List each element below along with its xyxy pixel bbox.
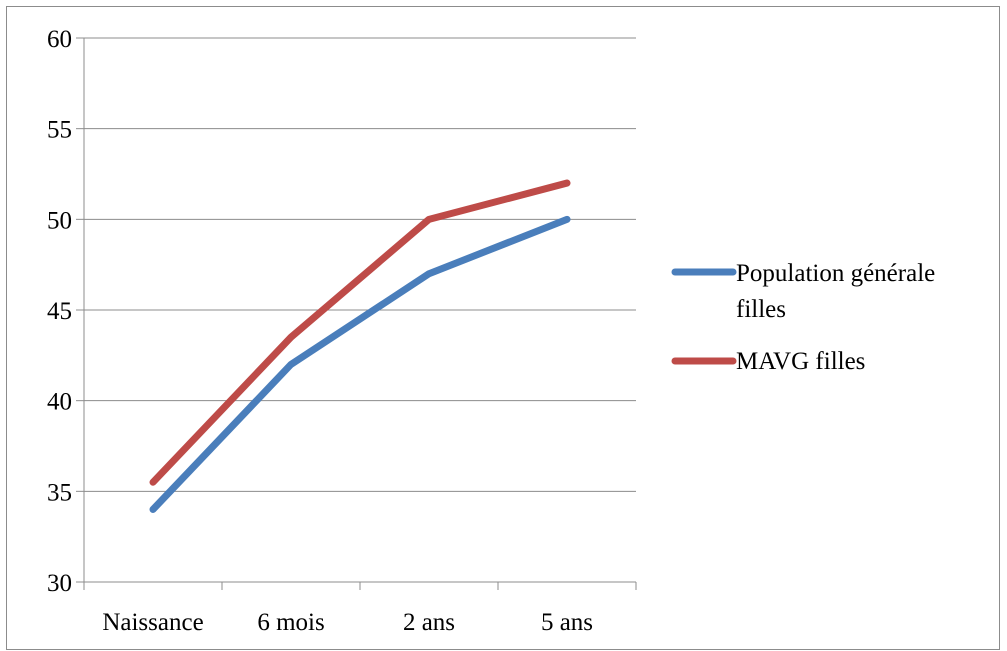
legend-label-line: Population générale — [736, 260, 935, 287]
y-axis-ticks: 30 35 40 45 50 55 60 — [47, 26, 84, 597]
legend-label-line: MAVG filles — [736, 348, 865, 375]
legend-label-2: MAVG filles — [736, 348, 865, 375]
y-tick-label: 45 — [47, 298, 72, 325]
x-tick-label: Naissance — [102, 609, 203, 636]
x-axis-ticks: Naissance 6 mois 2 ans 5 ans — [83, 582, 637, 636]
x-tick-label: 5 ans — [541, 609, 593, 636]
series-line-1 — [149, 215, 571, 513]
legend-label-line: filles — [736, 296, 786, 323]
legend: Population générale filles MAVG filles — [671, 260, 935, 375]
y-tick-label: 55 — [47, 117, 72, 144]
chart-frame — [6, 6, 1000, 650]
series-line-2 — [149, 179, 571, 486]
y-tick-label: 40 — [47, 389, 72, 416]
x-tick-label: 6 mois — [257, 609, 324, 636]
y-tick-label: 50 — [47, 207, 72, 234]
gridlines — [84, 37, 636, 492]
y-tick-label: 60 — [47, 26, 72, 53]
y-tick-label: 35 — [47, 479, 72, 506]
series-lines — [149, 179, 571, 513]
y-tick-label: 30 — [47, 570, 72, 597]
x-tick-label: 2 ans — [403, 609, 455, 636]
legend-label-1: Population générale filles — [736, 260, 935, 323]
